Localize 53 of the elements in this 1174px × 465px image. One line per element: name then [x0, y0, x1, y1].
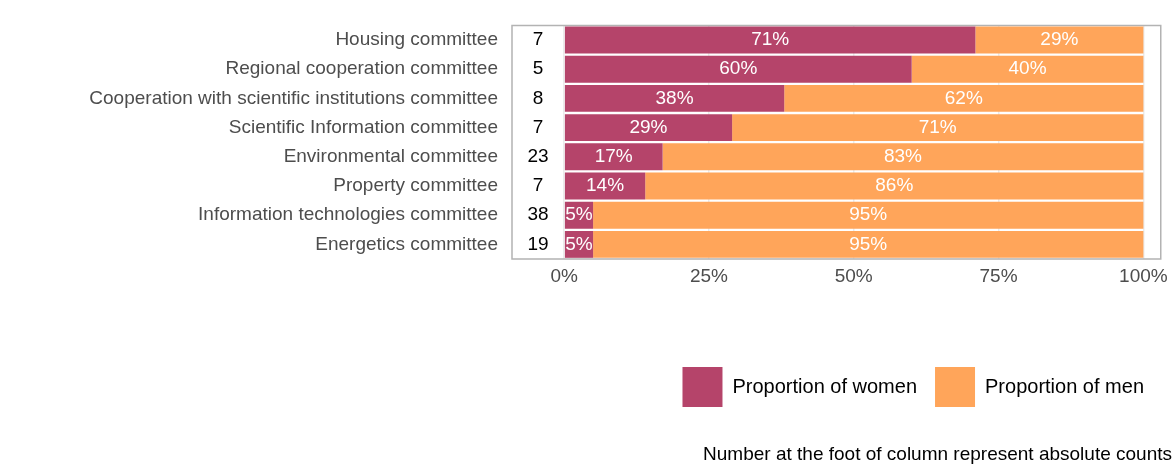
data-label: 5% [565, 232, 593, 254]
data-label: 40% [1008, 57, 1047, 79]
data-label: 83% [883, 145, 923, 167]
bar [593, 230, 1144, 258]
data-label: 95% [849, 232, 888, 254]
legend-label: Proportion of women [732, 374, 918, 397]
bar [662, 143, 1144, 171]
bar [564, 114, 733, 142]
data-label: 5% [565, 203, 593, 225]
x-tick-label: 0% [550, 264, 578, 286]
x-tick-label: 50% [834, 264, 873, 286]
annotation: 7 [532, 174, 544, 196]
x-tick-label: 75% [979, 264, 1018, 286]
annotation: 7 [532, 28, 544, 50]
annotation: 5 [532, 57, 544, 79]
data-label: 95% [849, 203, 888, 225]
y-tick-label: Property committee [333, 174, 498, 196]
data-label: 38% [655, 86, 694, 108]
bar [911, 55, 1144, 83]
data-label: 86% [875, 174, 914, 196]
text: Number at the foot of column represent absolute counts [703, 443, 1172, 465]
bar [564, 143, 663, 171]
y-tick-label: Information technologies committee [198, 203, 498, 225]
bar [564, 26, 976, 54]
bar [593, 201, 1144, 229]
data-label: 71% [751, 28, 790, 50]
legend-label: Proportion of men [985, 374, 1145, 397]
bar [564, 84, 785, 112]
annotation: 19 [527, 232, 549, 254]
y-tick-label: Cooperation with scientific institutions committee [89, 86, 498, 108]
bar [975, 26, 1144, 54]
bar [564, 55, 912, 83]
y-tick-label: Energetics committee [315, 232, 498, 254]
x-tick-label: 25% [689, 264, 729, 286]
data-label: 29% [1040, 28, 1079, 50]
bar [732, 114, 1144, 142]
bar [784, 84, 1144, 112]
y-tick-label: Environmental committee [283, 145, 498, 167]
y-tick-label: Regional cooperation committee [225, 57, 498, 79]
data-label: 29% [629, 115, 668, 137]
y-tick-label: Scientific Information committee [228, 115, 498, 137]
data-label: 17% [594, 145, 633, 167]
data-label: 71% [918, 115, 957, 137]
annotation: 38 [527, 203, 549, 225]
x-tick-label: 100% [1119, 264, 1168, 286]
data-label: 60% [719, 57, 758, 79]
annotation: 8 [532, 86, 544, 108]
data-label: 62% [944, 86, 983, 108]
annotation: 23 [527, 145, 549, 167]
y-tick-label: Housing committee [335, 28, 498, 50]
data-label: 14% [586, 174, 625, 196]
bar [645, 172, 1144, 200]
annotation: 7 [532, 115, 544, 137]
